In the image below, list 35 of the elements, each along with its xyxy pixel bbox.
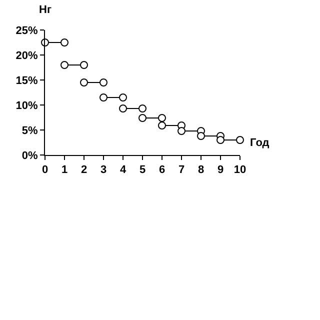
point <box>100 78 108 86</box>
point <box>100 94 108 102</box>
y-tick-label: 10% <box>16 100 38 112</box>
x-tick-label: 2 <box>80 164 88 176</box>
y-tick-label: 25% <box>16 24 38 37</box>
point <box>80 78 88 86</box>
x-tick-label: 5 <box>139 164 146 176</box>
x-tick-label: 3 <box>100 164 107 176</box>
y-tick-label: 15% <box>16 74 38 87</box>
x-axis-title: Год <box>250 137 270 149</box>
point <box>60 61 68 69</box>
x-tick-label: 4 <box>120 164 127 176</box>
point <box>197 132 205 140</box>
x-tick-label: 10 <box>234 164 246 176</box>
point <box>158 122 166 130</box>
x-tick-label: 6 <box>158 164 166 176</box>
point <box>80 61 88 69</box>
y-tick-label: 5% <box>22 124 38 137</box>
y-axis-title: Нг <box>39 4 52 16</box>
point <box>138 104 146 112</box>
point <box>138 114 146 122</box>
x-tick-label: 7 <box>178 164 185 176</box>
x-tick-label: 0 <box>42 164 48 176</box>
point <box>119 104 127 112</box>
x-tick-label: 1 <box>61 164 68 176</box>
point <box>216 136 224 144</box>
point <box>60 38 68 46</box>
x-tick-label: 9 <box>217 164 224 176</box>
point <box>119 94 127 102</box>
y-tick-label: 0% <box>22 150 38 162</box>
x-tick-label: 8 <box>198 164 204 176</box>
point <box>178 127 186 135</box>
point <box>158 114 166 122</box>
y-tick-label: 20% <box>16 50 38 62</box>
point <box>236 136 244 144</box>
